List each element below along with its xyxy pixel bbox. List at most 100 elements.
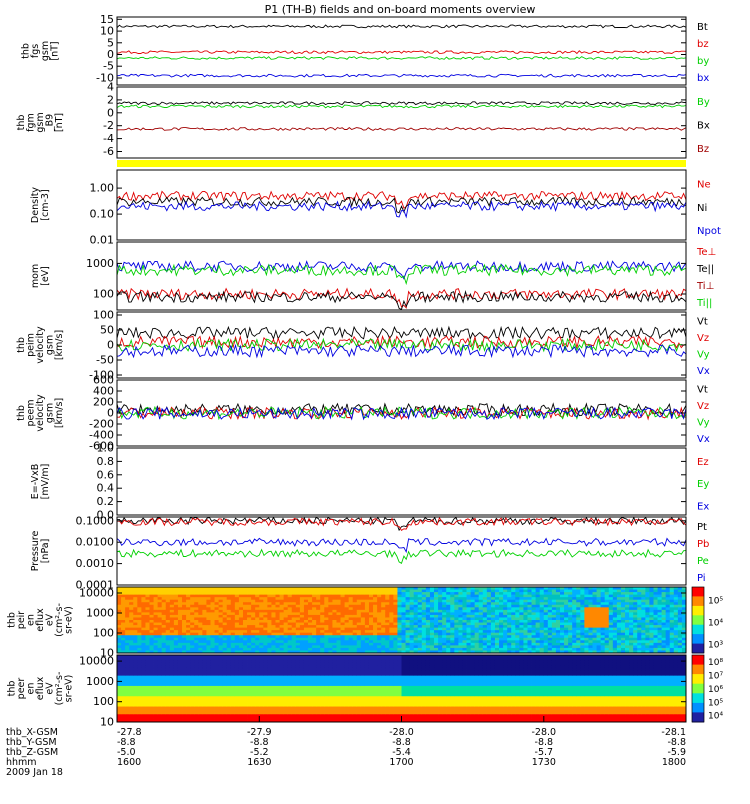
heatmap-cell xyxy=(601,648,605,651)
heatmap-cell xyxy=(438,607,442,610)
heatmap-cell xyxy=(588,625,592,628)
heatmap-cell xyxy=(653,600,657,603)
heatmap-cell xyxy=(442,645,446,648)
heatmap-cell xyxy=(633,648,637,651)
y-tick-label: 1.0 xyxy=(97,442,115,455)
heatmap-cell xyxy=(206,691,210,694)
heatmap-cell xyxy=(523,620,527,623)
heatmap-cell xyxy=(397,612,401,615)
heatmap-cell xyxy=(280,699,284,702)
heatmap-cell xyxy=(406,638,410,641)
heatmap-cell xyxy=(515,635,519,638)
heatmap-cell xyxy=(389,605,393,608)
heatmap-cell xyxy=(418,648,422,651)
heatmap-cell xyxy=(284,597,288,600)
heatmap-cell xyxy=(336,648,340,651)
heatmap-cell xyxy=(263,660,267,663)
heatmap-cell xyxy=(373,620,377,623)
heatmap-cell xyxy=(332,645,336,648)
heatmap-cell xyxy=(540,607,544,610)
heatmap-cell xyxy=(227,714,231,717)
heatmap-cell xyxy=(548,607,552,610)
heatmap-cell xyxy=(125,638,129,641)
heatmap-cell xyxy=(670,592,674,595)
heatmap-cell xyxy=(446,590,450,593)
heatmap-cell xyxy=(178,681,182,684)
heatmap-cell xyxy=(414,640,418,643)
heatmap-cell xyxy=(422,600,426,603)
heatmap-cell xyxy=(251,668,255,671)
heatmap-cell xyxy=(385,592,389,595)
heatmap-cell xyxy=(235,701,239,704)
heatmap-cell xyxy=(210,660,214,663)
heatmap-cell xyxy=(377,643,381,646)
heatmap-cell xyxy=(601,612,605,615)
heatmap-cell xyxy=(276,617,280,620)
heatmap-cell xyxy=(280,597,284,600)
heatmap-cell xyxy=(479,595,483,598)
heatmap-cell xyxy=(194,615,198,618)
heatmap-cell xyxy=(166,620,170,623)
heatmap-cell xyxy=(174,689,178,692)
heatmap-cell xyxy=(243,640,247,643)
heatmap-cell xyxy=(397,645,401,648)
heatmap-cell xyxy=(300,638,304,641)
heatmap-cell xyxy=(158,643,162,646)
heatmap-cell xyxy=(532,605,536,608)
heatmap-cell xyxy=(129,607,133,610)
heatmap-cell xyxy=(523,643,527,646)
heatmap-cell xyxy=(247,665,251,668)
heatmap-cell xyxy=(284,678,288,681)
heatmap-cell xyxy=(373,610,377,613)
panel-p6: 6004002000-200-400-600thbpeemvelocitygsm… xyxy=(16,374,710,453)
heatmap-cell xyxy=(162,595,166,598)
heatmap-cell xyxy=(251,615,255,618)
heatmap-cell xyxy=(141,696,145,699)
heatmap-cell xyxy=(621,615,625,618)
heatmap-cell xyxy=(198,712,202,715)
heatmap-cell xyxy=(434,610,438,613)
heatmap-cell xyxy=(150,633,154,636)
heatmap-cell xyxy=(145,590,149,593)
heatmap-cell xyxy=(239,597,243,600)
heatmap-cell xyxy=(336,605,340,608)
heatmap-cell xyxy=(137,633,141,636)
heatmap-cell xyxy=(605,643,609,646)
heatmap-cell xyxy=(267,625,271,628)
heatmap-cell xyxy=(507,590,511,593)
heatmap-cell xyxy=(247,699,251,702)
heatmap-cell xyxy=(430,635,434,638)
heatmap-cell xyxy=(243,615,247,618)
heatmap-cell xyxy=(422,645,426,648)
heatmap-cell xyxy=(499,592,503,595)
heatmap-cell xyxy=(406,600,410,603)
heatmap-cell xyxy=(255,615,259,618)
heatmap-cell xyxy=(202,696,206,699)
heatmap-cell xyxy=(308,645,312,648)
heatmap-cell xyxy=(540,620,544,623)
heatmap-cell xyxy=(190,605,194,608)
heatmap-cell xyxy=(182,709,186,712)
heatmap-cell xyxy=(215,689,219,692)
heatmap-cell xyxy=(666,615,670,618)
heatmap-cell xyxy=(527,625,531,628)
heatmap-cell xyxy=(271,628,275,631)
heatmap-cell xyxy=(389,590,393,593)
heatmap-cell xyxy=(182,620,186,623)
heatmap-cell xyxy=(487,628,491,631)
heatmap-cell xyxy=(166,612,170,615)
heatmap-cell xyxy=(645,607,649,610)
heatmap-cell xyxy=(267,660,271,663)
heatmap-cell xyxy=(231,678,235,681)
heatmap-cell xyxy=(373,633,377,636)
heatmap-cell xyxy=(471,623,475,626)
heatmap-cell xyxy=(381,640,385,643)
heatmap-cell xyxy=(162,714,166,717)
heatmap-cell xyxy=(137,707,141,710)
heatmap-cell xyxy=(564,607,568,610)
heatmap-cell xyxy=(593,612,597,615)
heatmap-cell xyxy=(215,605,219,608)
heatmap-cell xyxy=(568,612,572,615)
heatmap-cell xyxy=(653,610,657,613)
heatmap-cell xyxy=(491,645,495,648)
